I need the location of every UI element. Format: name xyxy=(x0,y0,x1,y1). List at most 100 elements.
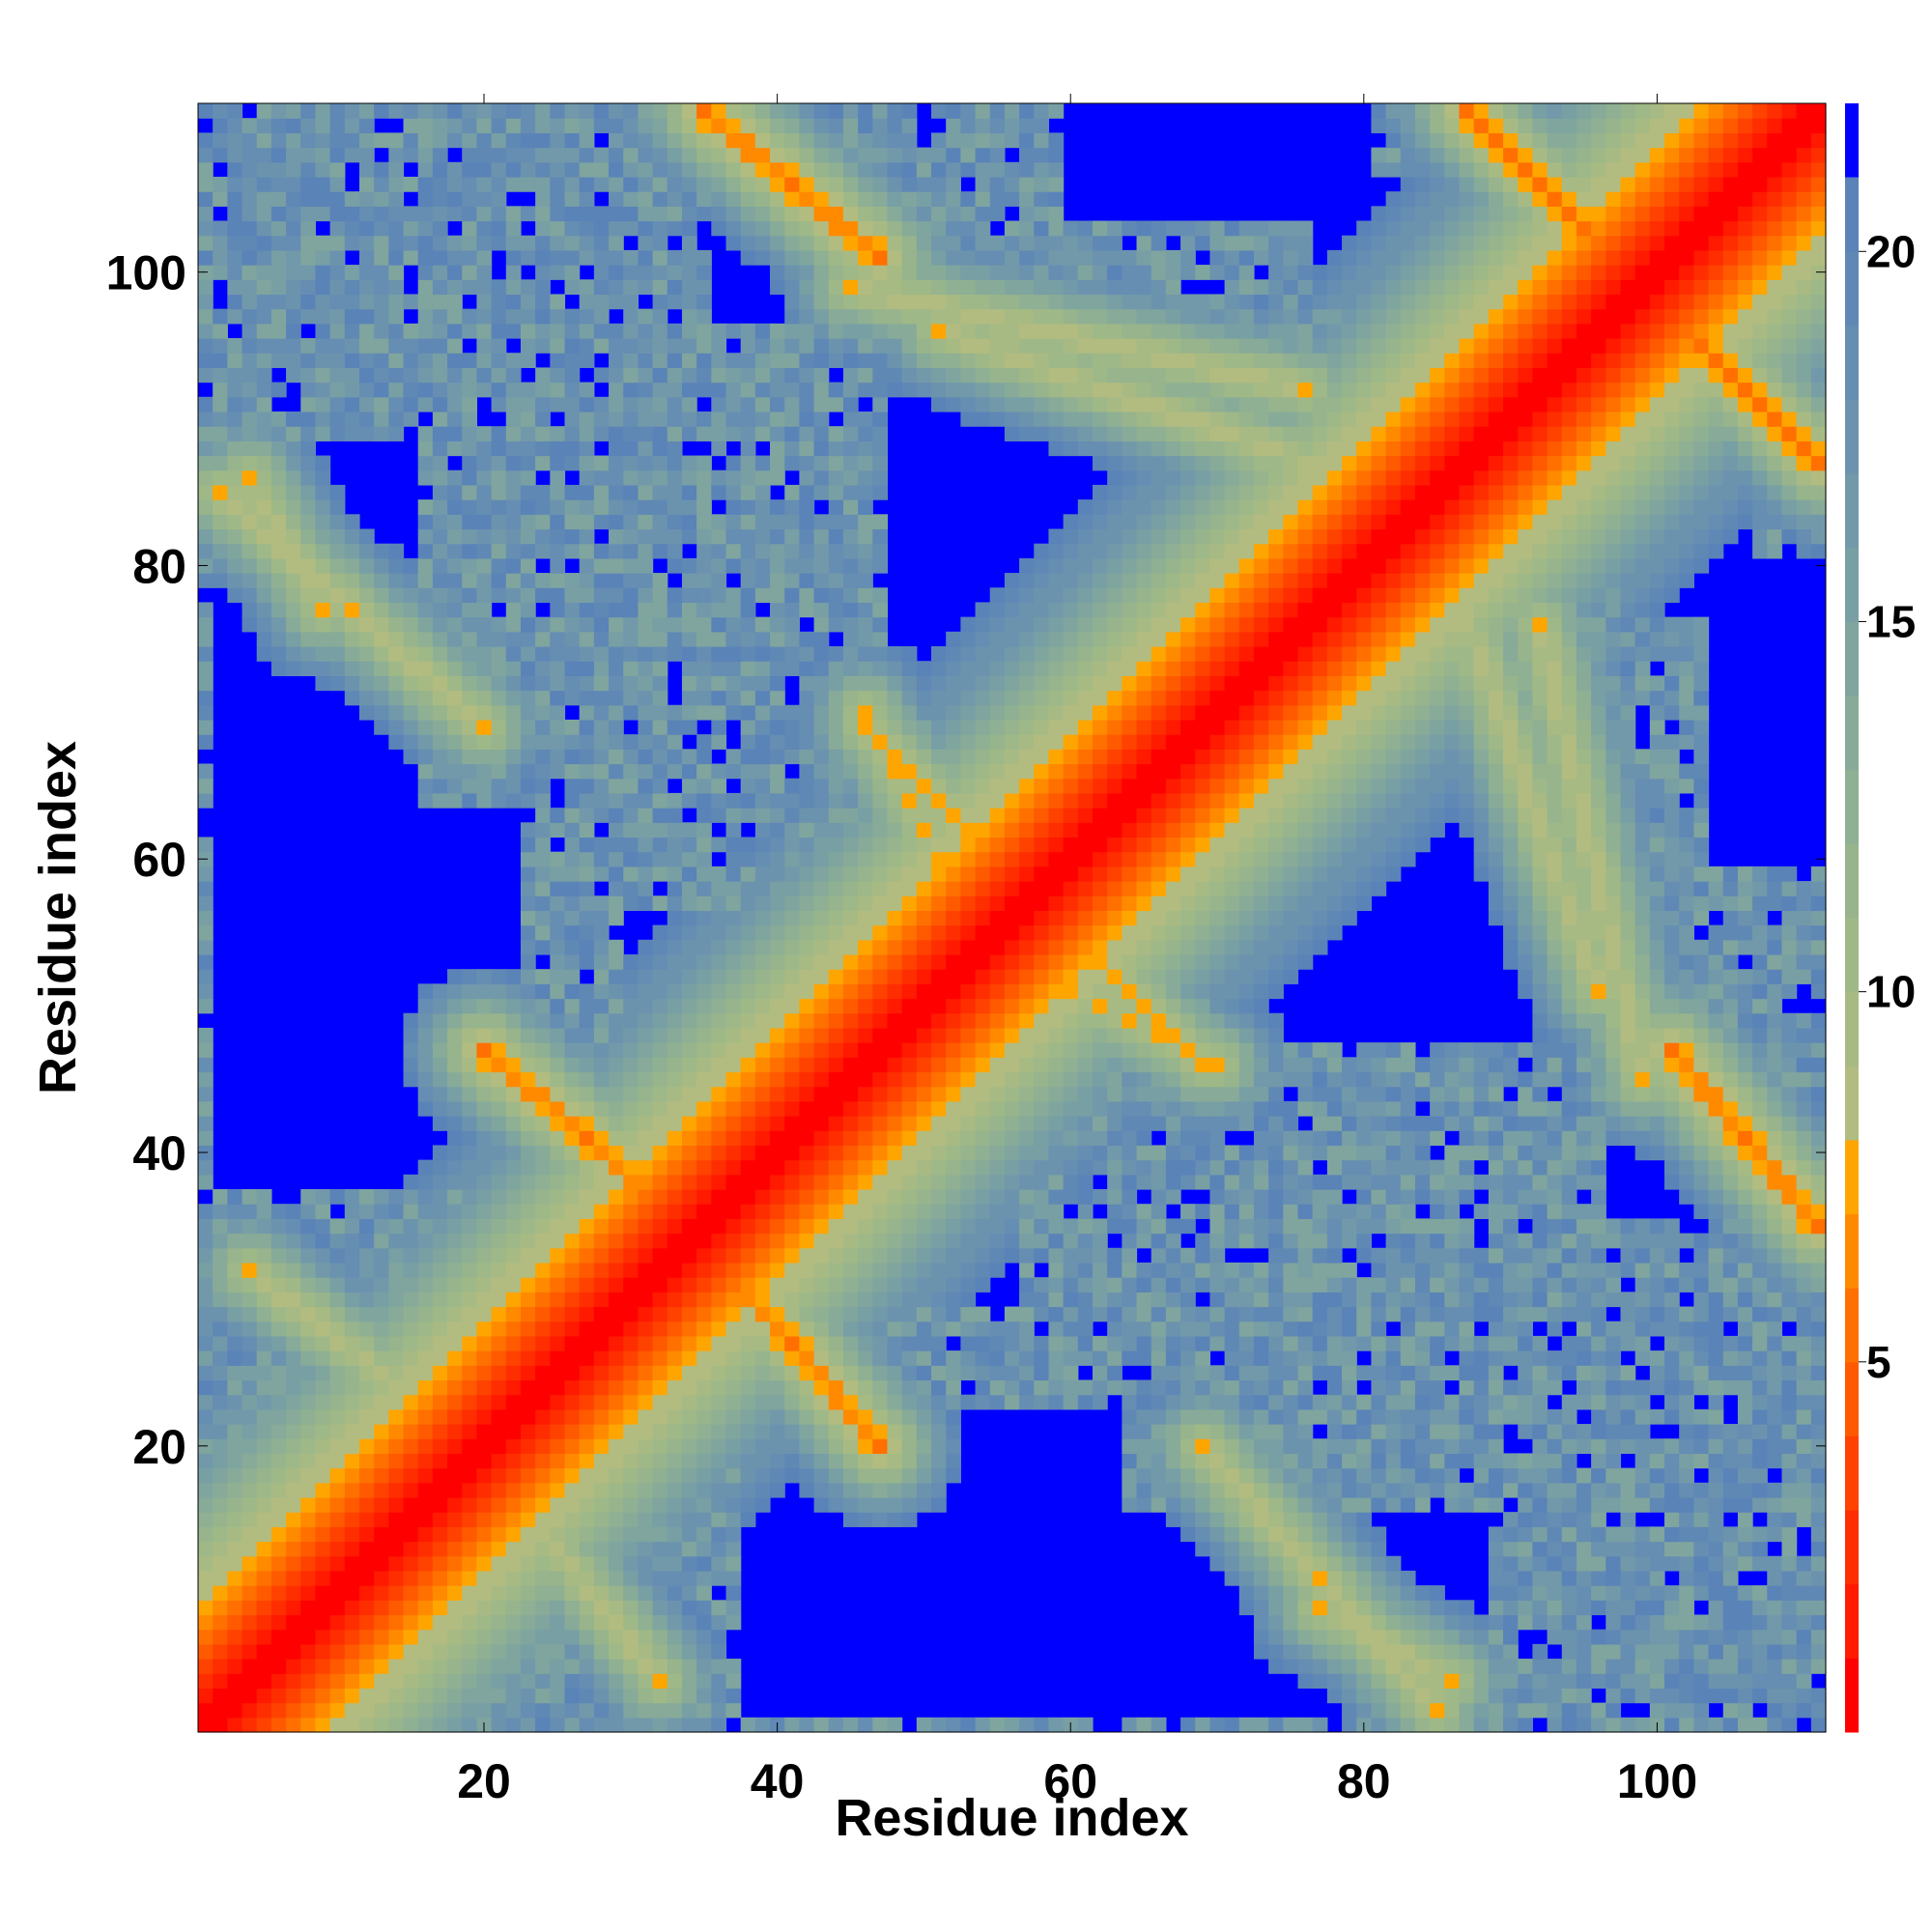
heatmap-cell xyxy=(505,704,522,721)
heatmap-cell xyxy=(535,983,551,1000)
heatmap-cell xyxy=(931,1717,947,1733)
heatmap-cell xyxy=(593,910,610,926)
heatmap-cell xyxy=(579,338,595,354)
heatmap-cell xyxy=(505,1541,522,1557)
heatmap-cell xyxy=(872,206,889,222)
heatmap-cell xyxy=(462,1350,478,1366)
heatmap-cell xyxy=(858,1086,873,1102)
heatmap-cell xyxy=(300,1614,317,1631)
heatmap-cell xyxy=(887,220,903,237)
heatmap-cell xyxy=(447,1071,463,1088)
heatmap-cell xyxy=(403,690,419,706)
heatmap-cell xyxy=(520,1350,536,1366)
heatmap-cell xyxy=(491,323,507,339)
heatmap-cell xyxy=(813,338,830,354)
heatmap-cell xyxy=(270,528,287,545)
heatmap-cell xyxy=(740,1012,756,1029)
heatmap-cell xyxy=(652,631,668,647)
heatmap-cell xyxy=(828,455,844,471)
heatmap-cell xyxy=(535,1262,551,1278)
heatmap-cell xyxy=(462,1453,478,1469)
heatmap-cell xyxy=(505,1350,522,1366)
heatmap-cell xyxy=(432,455,448,471)
heatmap-cell xyxy=(579,499,595,515)
heatmap-cell xyxy=(638,308,654,325)
heatmap-cell xyxy=(227,1424,243,1439)
heatmap-cell xyxy=(946,396,961,412)
heatmap-cell xyxy=(535,734,551,750)
heatmap-cell xyxy=(505,147,522,163)
heatmap-cell xyxy=(740,778,756,794)
heatmap-cell xyxy=(564,1277,581,1293)
heatmap-cell xyxy=(491,1130,507,1147)
heatmap-cell xyxy=(535,1027,551,1043)
heatmap-cell xyxy=(491,161,507,178)
heatmap-cell xyxy=(462,1159,478,1176)
heatmap-cell xyxy=(505,103,522,119)
heatmap-cell xyxy=(374,176,389,192)
heatmap-cell xyxy=(329,396,346,412)
heatmap-cell xyxy=(535,1365,551,1381)
heatmap-cell xyxy=(916,323,932,339)
heatmap-cell xyxy=(270,118,287,133)
heatmap-cell xyxy=(462,704,478,721)
heatmap-cell xyxy=(256,338,272,354)
heatmap-cell xyxy=(711,426,727,441)
heatmap-cell xyxy=(754,792,771,809)
heatmap-cell xyxy=(725,455,742,471)
heatmap-cell xyxy=(579,1438,595,1455)
heatmap-cell xyxy=(520,675,536,692)
heatmap-cell xyxy=(916,1496,932,1513)
heatmap-cell xyxy=(799,191,815,207)
heatmap-cell xyxy=(417,1702,434,1719)
heatmap-cell xyxy=(652,235,668,251)
heatmap-cell xyxy=(652,220,668,237)
heatmap-cell xyxy=(227,1438,243,1455)
heatmap-cell xyxy=(227,411,243,427)
heatmap-cell xyxy=(315,1379,331,1396)
heatmap-cell xyxy=(447,484,463,500)
heatmap-cell xyxy=(725,1379,742,1396)
heatmap-cell xyxy=(960,103,977,119)
heatmap-cell xyxy=(564,1057,581,1073)
heatmap-cell xyxy=(975,895,991,912)
heatmap-cell xyxy=(784,587,800,604)
heatmap-cell xyxy=(638,1570,654,1586)
heatmap-cell xyxy=(242,514,258,530)
heatmap-cell xyxy=(198,1496,213,1513)
heatmap-cell xyxy=(667,543,683,559)
heatmap-cell xyxy=(711,646,727,662)
heatmap-cell xyxy=(213,338,228,354)
heatmap-cell xyxy=(432,382,448,398)
heatmap-cell xyxy=(916,161,932,178)
heatmap-cell xyxy=(358,382,375,398)
heatmap-cell xyxy=(300,353,317,369)
heatmap-cell xyxy=(520,1204,536,1219)
heatmap-cell xyxy=(476,1424,493,1439)
heatmap-cell xyxy=(270,1306,287,1322)
heatmap-cell xyxy=(315,646,331,662)
heatmap-cell xyxy=(696,587,712,604)
heatmap-cell xyxy=(916,1482,932,1498)
heatmap-cell xyxy=(931,161,947,178)
heatmap-cell xyxy=(975,969,991,984)
heatmap-cell xyxy=(213,1189,228,1205)
heatmap-cell xyxy=(609,1218,624,1235)
heatmap-cell xyxy=(535,1467,551,1484)
heatmap-cell xyxy=(784,265,800,280)
heatmap-cell xyxy=(344,308,360,325)
heatmap-cell xyxy=(270,235,287,251)
heatmap-cell xyxy=(652,1306,668,1322)
heatmap-cell xyxy=(535,1526,551,1543)
heatmap-cell xyxy=(242,353,258,369)
heatmap-cell xyxy=(946,176,961,192)
heatmap-cell xyxy=(946,103,961,119)
heatmap-cell xyxy=(667,1614,683,1631)
heatmap-cell xyxy=(270,1408,287,1425)
heatmap-cell xyxy=(227,147,243,163)
heatmap-cell xyxy=(550,382,566,398)
heatmap-cell xyxy=(329,1350,346,1366)
heatmap-cell xyxy=(535,294,551,310)
heatmap-cell xyxy=(491,675,507,692)
heatmap-cell xyxy=(813,206,830,222)
